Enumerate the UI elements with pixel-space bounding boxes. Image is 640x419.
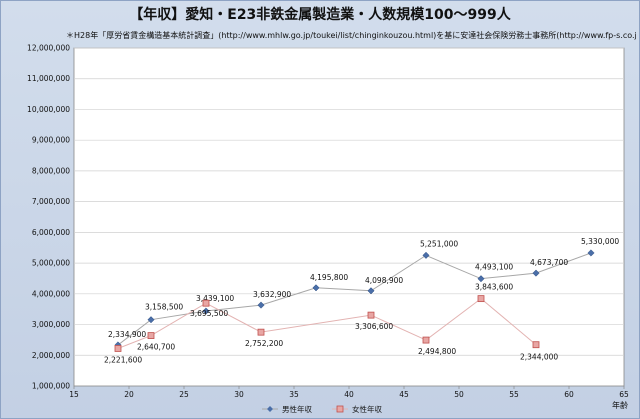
female-data-label: 2,221,600 — [104, 355, 142, 364]
female-data-point — [477, 295, 485, 303]
y-tick-label: 5,000,000 — [32, 259, 70, 268]
x-tick-label: 20 — [124, 390, 134, 399]
male-data-point — [367, 287, 375, 295]
male-data-label: 3,439,100 — [196, 294, 234, 303]
male-data-label: 2,334,900 — [108, 330, 146, 339]
x-axis-label: 年齢 — [612, 400, 628, 410]
female-data-point — [532, 341, 540, 349]
female-data-label: 3,843,600 — [475, 283, 513, 292]
x-tick-label: 45 — [399, 390, 409, 399]
x-tick-label: 15 — [69, 390, 79, 399]
x-tick-label: 50 — [454, 390, 464, 399]
male-data-label: 5,330,000 — [581, 237, 619, 246]
x-tick-label: 25 — [179, 390, 189, 399]
y-tick-label: 3,000,000 — [32, 320, 70, 329]
female-data-point — [422, 336, 430, 344]
x-tick-label: 30 — [234, 390, 244, 399]
male-data-point — [312, 284, 320, 292]
male-data-label: 3,158,500 — [145, 303, 183, 312]
chart-subtitle: ＊H28年「厚労省賃金構造基本統計調査」(http://www.mhlw.go.… — [66, 31, 636, 40]
legend-female-marker — [336, 405, 344, 413]
female-data-label: 2,344,000 — [520, 353, 558, 362]
male-data-label: 3,632,900 — [253, 290, 291, 299]
female-data-label: 2,494,800 — [418, 347, 456, 356]
legend-male-label: 男性年収 — [282, 404, 312, 414]
x-tick-label: 60 — [564, 390, 574, 399]
male-data-point — [477, 275, 485, 283]
female-data-point — [257, 328, 265, 336]
y-tick-label: 10,000,000 — [27, 105, 70, 114]
x-tick-label: 65 — [619, 390, 629, 399]
plot-area — [73, 47, 625, 387]
male-data-point — [422, 251, 430, 259]
y-tick-label: 9,000,000 — [32, 136, 70, 145]
x-tick-label: 40 — [344, 390, 354, 399]
male-data-label: 5,251,000 — [420, 239, 458, 248]
x-tick-label: 35 — [289, 390, 299, 399]
y-tick-label: 2,000,000 — [32, 351, 70, 360]
female-data-label: 3,695,500 — [190, 309, 228, 318]
male-data-label: 4,673,700 — [530, 258, 568, 267]
male-data-label: 4,493,100 — [475, 263, 513, 272]
female-series-line — [117, 297, 537, 349]
female-data-point — [147, 332, 155, 339]
male-series-line — [117, 252, 592, 346]
y-tick-label: 11,000,000 — [27, 74, 70, 83]
y-tick-label: 6,000,000 — [32, 228, 70, 237]
y-tick-label: 12,000,000 — [27, 44, 70, 53]
female-data-label: 2,752,200 — [245, 339, 283, 348]
female-data-point — [367, 311, 375, 319]
male-data-point — [587, 249, 595, 257]
y-tick-label: 4,000,000 — [32, 289, 70, 298]
female-data-label: 2,640,700 — [137, 343, 175, 352]
female-data-point — [202, 299, 210, 307]
male-data-label: 4,098,900 — [365, 276, 403, 285]
x-tick-label: 55 — [509, 390, 519, 399]
male-data-label: 4,195,800 — [310, 273, 348, 282]
male-data-point — [532, 269, 540, 277]
legend-male-marker — [267, 406, 273, 412]
y-tick-label: 1,000,000 — [32, 382, 70, 391]
chart-title: 【年収】愛知・E23非鉄金属製造業・人数規模100〜999人 — [129, 7, 511, 23]
female-data-point — [114, 345, 122, 352]
y-tick-label: 7,000,000 — [32, 197, 70, 206]
male-data-point — [202, 307, 210, 315]
male-data-point — [257, 301, 265, 309]
female-data-label: 3,306,600 — [355, 322, 393, 331]
male-data-point — [147, 316, 155, 324]
legend-female-label: 女性年収 — [352, 404, 382, 414]
y-tick-label: 8,000,000 — [32, 166, 70, 175]
